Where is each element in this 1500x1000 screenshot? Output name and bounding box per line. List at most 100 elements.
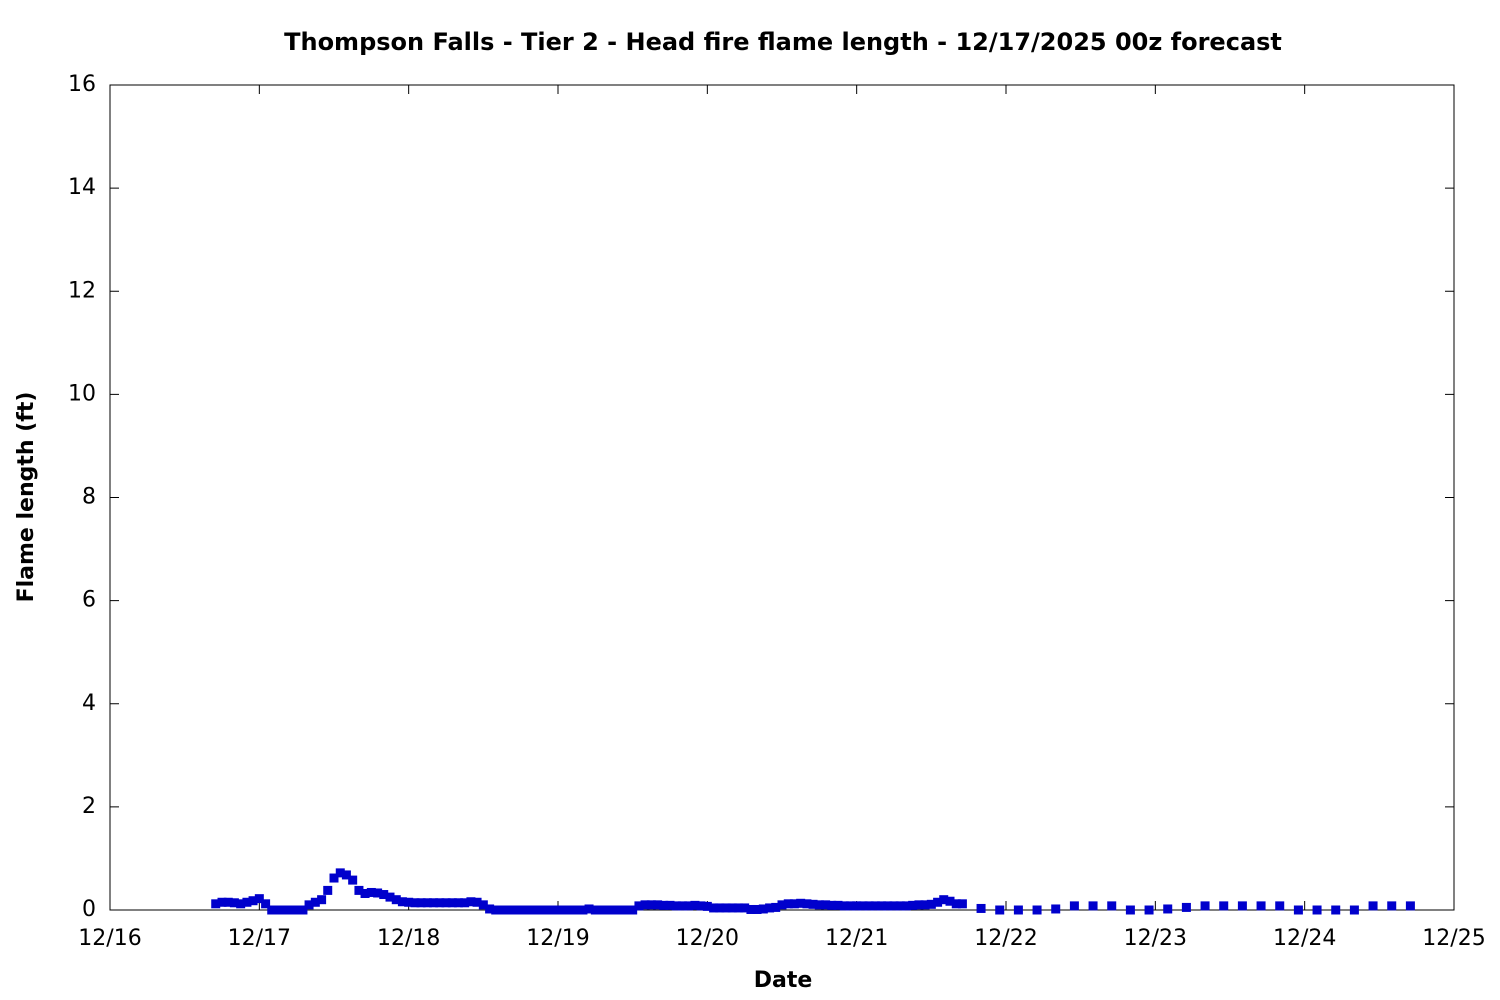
point (603, 905, 613, 915)
point (485, 904, 495, 914)
point (565, 905, 575, 915)
x-tick-label: 12/18 (377, 926, 440, 951)
point (354, 885, 364, 895)
x-tick-label: 12/22 (974, 926, 1037, 951)
point (671, 901, 681, 911)
x-tick-label: 12/19 (526, 926, 589, 951)
point (435, 898, 445, 908)
point (578, 905, 588, 915)
point (528, 905, 538, 915)
point (845, 901, 855, 911)
point (889, 901, 899, 911)
point (410, 898, 420, 908)
point (360, 889, 370, 898)
y-axis-label: Flame length (ft) (14, 392, 39, 603)
y-tick-label: 2 (82, 794, 96, 819)
point (466, 897, 476, 907)
point (310, 897, 320, 907)
point (677, 901, 687, 911)
y-tick-label: 10 (68, 381, 96, 406)
y-tick-label: 6 (82, 588, 96, 613)
chart-title: Thompson Falls - Tier 2 - Head fire flam… (284, 28, 1282, 56)
point (1331, 905, 1341, 915)
point (640, 900, 650, 910)
point (746, 904, 756, 914)
point (261, 899, 271, 909)
point (665, 900, 675, 910)
point (478, 900, 488, 910)
point (839, 901, 849, 911)
x-tick-label: 12/25 (1422, 926, 1485, 951)
point (1013, 905, 1023, 915)
point (1237, 901, 1247, 911)
point (317, 895, 327, 905)
point (522, 905, 532, 915)
point (273, 905, 283, 915)
point (852, 901, 862, 911)
point (229, 898, 239, 908)
point (553, 905, 563, 915)
point (926, 899, 936, 909)
point (609, 905, 619, 915)
y-tick-label: 8 (82, 485, 96, 510)
point (304, 900, 314, 910)
point (621, 905, 631, 915)
point (628, 905, 638, 915)
y-tick-label: 4 (82, 691, 96, 716)
y-tick-label: 12 (68, 278, 96, 303)
point (597, 905, 607, 915)
point (1368, 901, 1378, 911)
point (236, 899, 246, 909)
point (335, 868, 345, 878)
point (945, 896, 955, 906)
point (491, 905, 501, 915)
x-tick-label: 12/20 (676, 926, 739, 951)
point (1293, 905, 1303, 915)
point (341, 870, 351, 880)
point (211, 899, 221, 909)
y-tick-label: 14 (68, 175, 96, 200)
point (883, 901, 893, 911)
point (740, 903, 750, 913)
point (242, 897, 252, 907)
point (858, 901, 868, 911)
point (808, 899, 818, 909)
y-tick-label: 16 (68, 72, 96, 97)
point (659, 900, 669, 910)
point (503, 905, 513, 915)
point (733, 903, 743, 913)
point (379, 890, 389, 900)
point (771, 902, 781, 912)
point (497, 905, 507, 915)
point (292, 905, 302, 915)
point (715, 903, 725, 913)
point (615, 905, 625, 915)
point (285, 905, 295, 915)
point (404, 897, 414, 907)
point (901, 901, 911, 911)
point (323, 885, 333, 895)
point (765, 903, 775, 913)
point (1107, 901, 1117, 911)
point (1387, 901, 1397, 911)
point (1032, 905, 1042, 915)
point (864, 901, 874, 911)
point (933, 897, 943, 907)
x-axis-label: Date (754, 968, 813, 993)
point (1051, 904, 1061, 914)
point (441, 898, 451, 908)
point (777, 900, 787, 910)
point (397, 897, 407, 907)
point (1144, 905, 1154, 915)
point (385, 892, 395, 902)
x-tick-label: 12/21 (825, 926, 888, 951)
point (584, 904, 594, 914)
point (752, 904, 762, 914)
point (1163, 904, 1173, 914)
point (509, 905, 519, 915)
point (1312, 905, 1322, 915)
point (702, 901, 712, 911)
point (1275, 901, 1285, 911)
point (590, 905, 600, 915)
